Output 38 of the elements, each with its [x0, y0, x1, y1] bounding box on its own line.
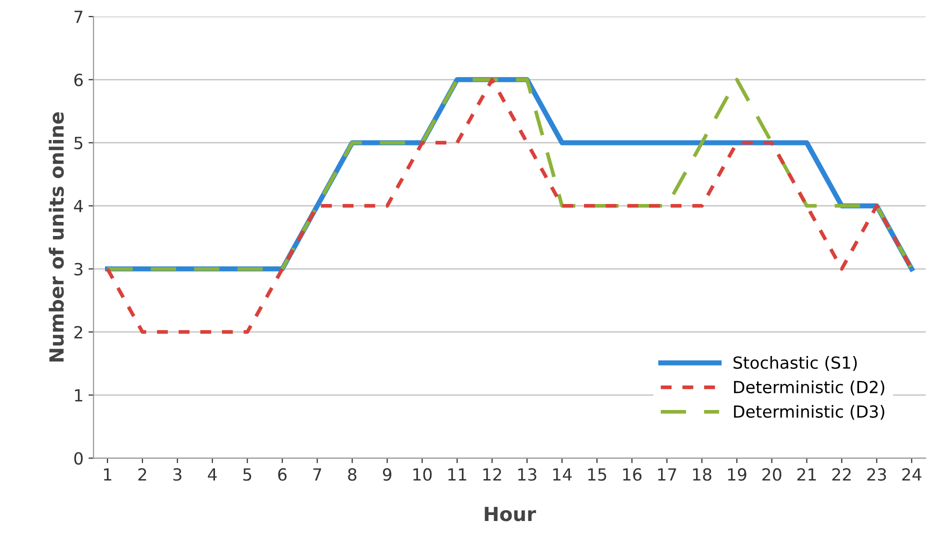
x-tick-label: 19	[728, 468, 746, 481]
x-tick-label: 22	[832, 468, 851, 481]
x-tick-label: 20	[762, 468, 782, 481]
x-tick-label: 2	[138, 468, 146, 481]
y-tick-label: 1	[75, 389, 82, 402]
x-tick-label: 8	[348, 468, 356, 481]
x-tick-label: 13	[518, 468, 536, 481]
x-tick-label: 6	[278, 468, 287, 481]
y-tick-label: 4	[74, 200, 83, 212]
x-tick-label: 16	[623, 468, 642, 481]
y-tick-label: 6	[74, 74, 83, 86]
x-tick-label: 15	[588, 468, 606, 481]
y-tick-label: 2	[74, 326, 82, 338]
x-tick-label: 9	[382, 468, 392, 481]
x-tick-label: 21	[797, 468, 816, 481]
y-tick-label: 3	[74, 262, 82, 276]
x-tick-label: 4	[208, 468, 217, 481]
x-tick-label: 18	[693, 468, 712, 481]
x-tick-label: 7	[313, 468, 322, 481]
x-tick-label: 24	[902, 468, 922, 481]
x-tick-label: 1	[104, 468, 112, 481]
x-tick-label: 12	[483, 468, 502, 481]
x-tick-label: 10	[413, 468, 432, 481]
x-tick-label: 17	[658, 468, 676, 481]
y-tick-label: 0	[74, 452, 83, 465]
x-tick-label: 23	[867, 468, 886, 481]
y-tick-label: 5	[74, 136, 82, 150]
y-axis-title: Number of units online	[48, 112, 64, 362]
x-tick-label: 3	[173, 468, 182, 481]
legend-label: Deterministic (D2)	[734, 380, 884, 396]
legend-label: Deterministic (D3)	[734, 404, 884, 420]
x-axis-title: Hour	[484, 506, 536, 522]
legend-label: Stochastic (S1)	[734, 356, 857, 371]
x-tick-label: 11	[448, 468, 466, 481]
y-tick-label: 7	[74, 10, 82, 23]
line-series	[106, 78, 914, 334]
x-tick-label: 14	[553, 468, 572, 481]
x-tick-label: 5	[243, 468, 252, 481]
